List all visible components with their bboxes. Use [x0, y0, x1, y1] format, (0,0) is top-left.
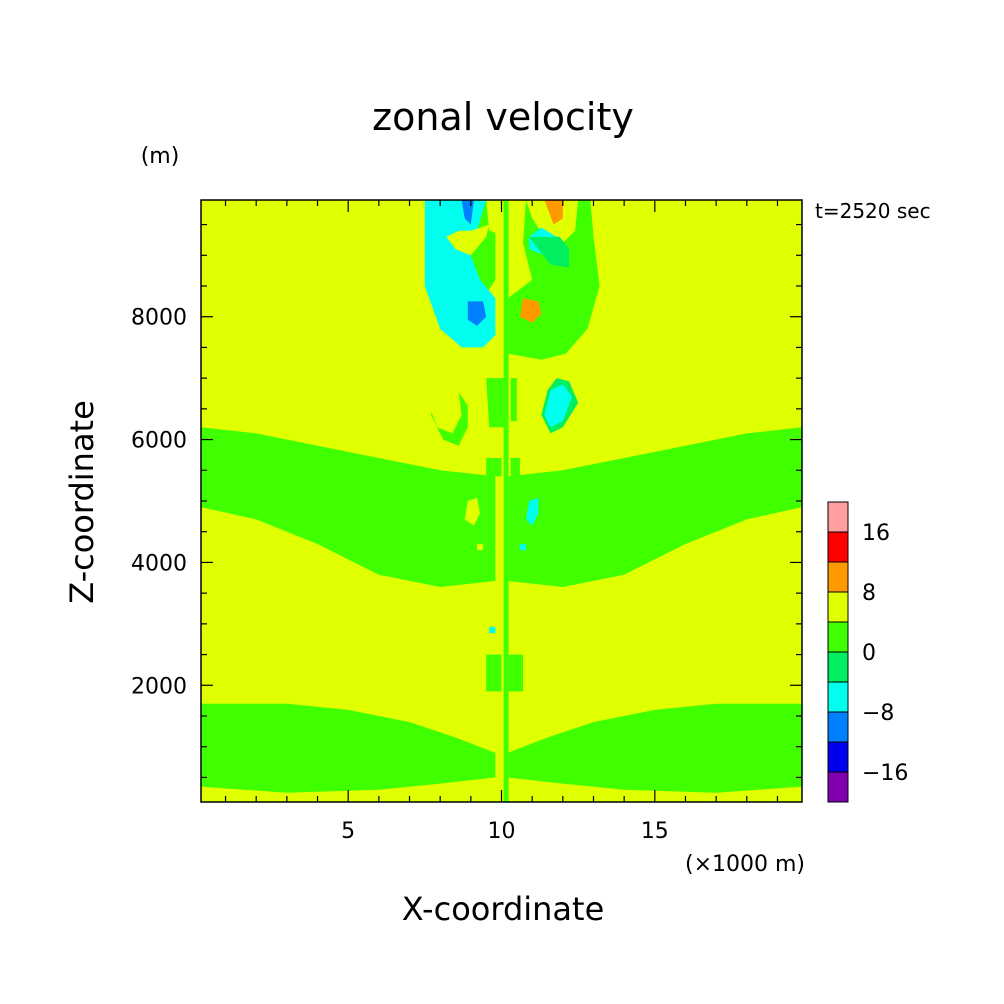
contour-region: [526, 200, 579, 243]
contour-region: [529, 236, 569, 268]
colorbar-tick-label: −8: [862, 701, 894, 726]
contour-region: [486, 458, 502, 477]
colorbar-tick-label: 8: [862, 581, 876, 606]
colorbar-swatch: [827, 501, 849, 533]
contour-region: [464, 497, 480, 526]
x-tick-label: 15: [641, 819, 669, 844]
colorbar: 16 8 0 −8 −16: [827, 501, 908, 803]
contour-region: [486, 654, 502, 692]
contour-region: [519, 544, 526, 551]
contour-region: [467, 301, 487, 326]
colorbar-swatch: [827, 561, 849, 593]
contour-region: [201, 703, 496, 793]
contour-region: [427, 375, 462, 434]
colorbar-tick-label: 16: [862, 521, 890, 546]
x-tick-label: 5: [341, 819, 355, 844]
chart-title: zonal velocity: [372, 95, 634, 139]
contour-region: [519, 298, 542, 323]
contour-region: [461, 200, 474, 225]
colorbar-swatch: [827, 621, 849, 653]
contour-region: [507, 703, 802, 793]
y-tick-label: 4000: [131, 551, 187, 576]
y-tick-label: 2000: [131, 674, 187, 699]
colorbar-swatch: [827, 591, 849, 623]
colorbar-swatch: [827, 681, 849, 713]
y-unit-label: (m): [141, 144, 180, 169]
contour-region: [489, 626, 496, 634]
contour-region: [477, 544, 484, 551]
contour-region: [544, 200, 563, 225]
colorbar-tick-label: −16: [862, 761, 908, 786]
colorbar-swatch: [827, 771, 849, 803]
x-axis-label: X-coordinate: [402, 890, 605, 928]
y-axis-label: Z-coordinate: [63, 400, 101, 604]
x-unit-label: (×1000 m): [685, 852, 805, 877]
y-tick-label: 6000: [131, 429, 187, 454]
contour-region: [510, 378, 517, 422]
colorbar-swatch: [827, 711, 849, 743]
colorbar-swatch: [827, 651, 849, 683]
x-tick-label: 10: [488, 819, 516, 844]
colorbar-swatch: [827, 741, 849, 773]
contour-region: [507, 427, 802, 587]
y-tick-label: 8000: [131, 306, 187, 331]
contour-region: [486, 378, 508, 428]
contour-regions: [201, 200, 802, 793]
contour-region: [446, 224, 490, 256]
axis-ticks: 5 10 15 2000 4000 6000 8000: [131, 200, 802, 844]
colorbar-tick-label: 0: [862, 641, 876, 666]
contour-region: [507, 654, 523, 692]
contour-plot-area: 5 10 15 2000 4000 6000 8000: [131, 199, 803, 844]
contour-region: [510, 458, 520, 477]
contour-region: [544, 384, 572, 428]
contour-region: [486, 200, 508, 237]
contour-region: [513, 626, 520, 634]
contour-region: [526, 497, 539, 526]
time-label: t=2520 sec: [815, 199, 931, 223]
colorbar-swatch: [827, 531, 849, 563]
contour-region: [201, 427, 496, 587]
